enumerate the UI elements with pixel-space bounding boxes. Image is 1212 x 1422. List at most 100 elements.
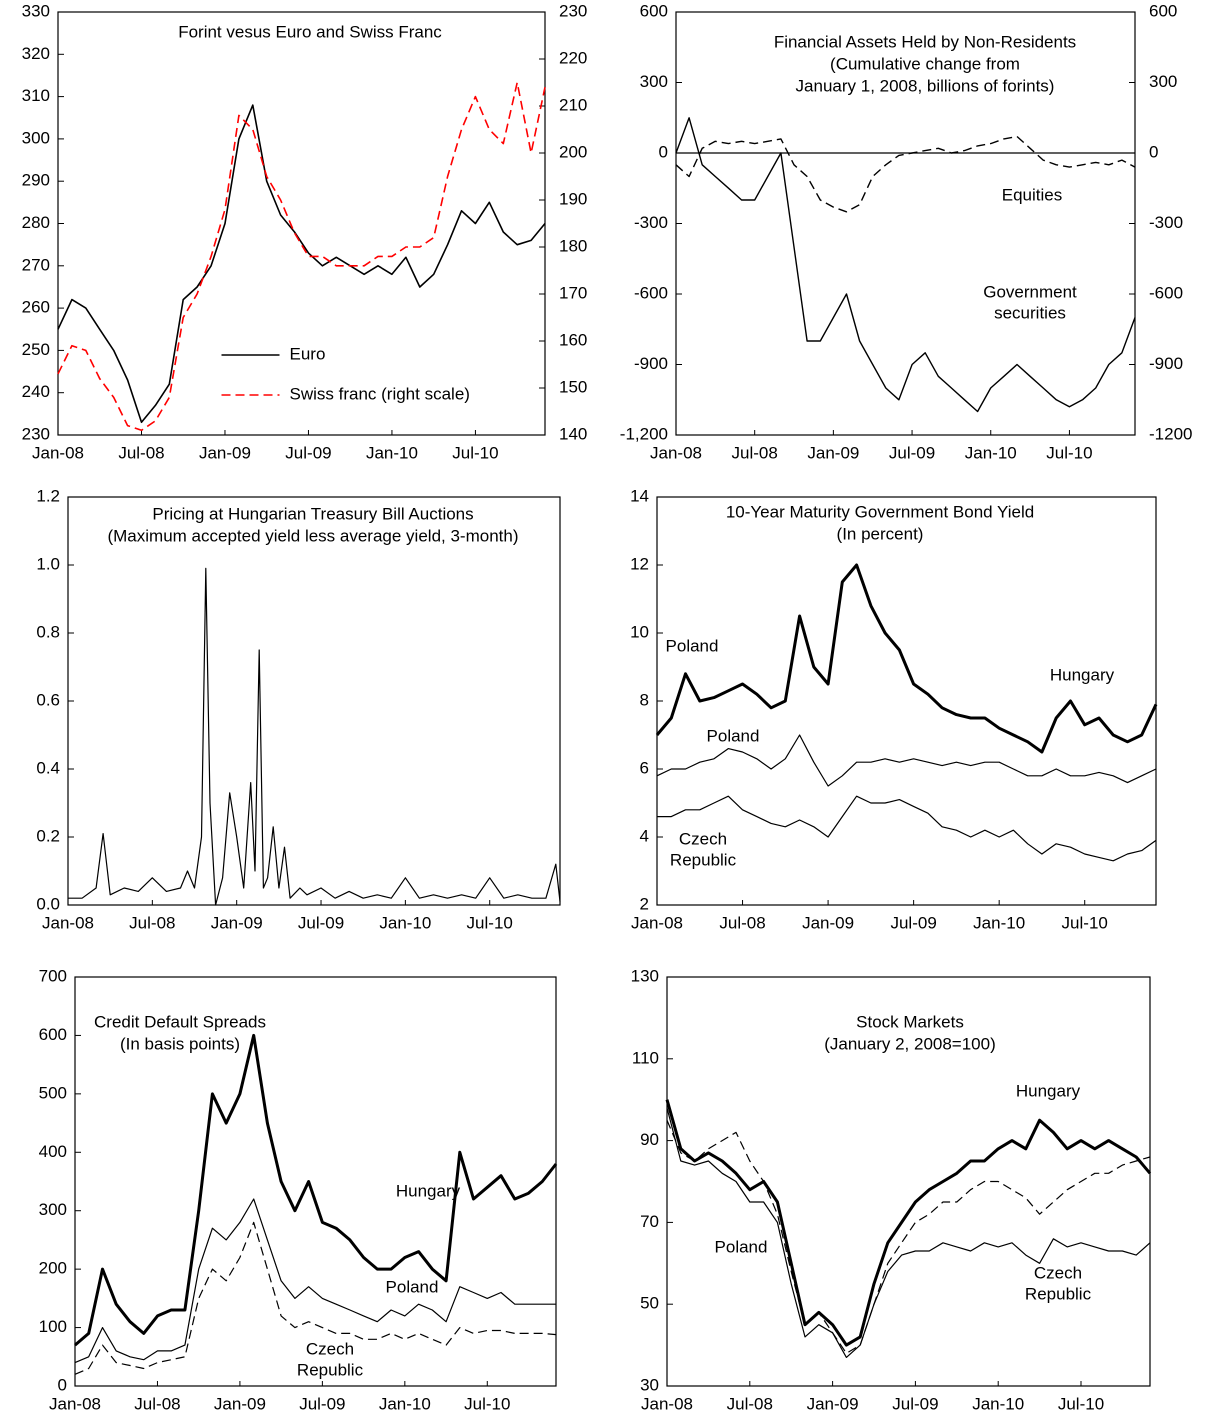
y-tick-label: 90 [640, 1130, 659, 1149]
y-tick-label: 2 [640, 894, 649, 913]
annotation: Poland [707, 726, 760, 745]
x-tick-label: Jul-10 [452, 443, 498, 462]
y-tick-label: 310 [22, 86, 50, 105]
y2-tick-label: 230 [559, 1, 587, 20]
chart-title: Pricing at Hungarian Treasury Bill Aucti… [152, 504, 473, 523]
x-tick-label: Jan-08 [641, 1394, 693, 1413]
y-tick-label: 600 [39, 1025, 67, 1044]
legend-label: Swiss franc (right scale) [290, 384, 470, 403]
x-tick-label: Jul-10 [464, 1394, 510, 1413]
y-tick-label: 6 [640, 758, 649, 777]
x-tick-label: Jul-09 [285, 443, 331, 462]
y2-tick-label: 170 [559, 283, 587, 302]
y-tick-label: 300 [22, 128, 50, 147]
series-line [665, 1099, 1152, 1347]
y-tick-label: 8 [640, 690, 649, 709]
annotation: Hungary [1016, 1081, 1081, 1100]
y-tick-label: 10 [630, 622, 649, 641]
y-tick-label: -1,200 [620, 424, 668, 443]
y2-tick-label: 220 [559, 48, 587, 67]
x-tick-label: Jan-09 [807, 443, 859, 462]
plot-frame [656, 496, 1157, 906]
plot-frame [666, 976, 1151, 1387]
annotation: securities [994, 303, 1066, 322]
y2-tick-label: 200 [559, 142, 587, 161]
x-tick-label: Jan-09 [214, 1394, 266, 1413]
chart-title: Stock Markets [856, 1012, 964, 1031]
x-tick-label: Jul-09 [892, 1394, 938, 1413]
y2-tick-label: 0 [1149, 142, 1158, 161]
x-tick-label: Jul-08 [134, 1394, 180, 1413]
annotation: Government [983, 282, 1077, 301]
chart-subtitle: (Cumulative change from [830, 54, 1020, 73]
annotation: Republic [670, 850, 737, 869]
y-tick-label: 0 [58, 1375, 67, 1394]
series-line [666, 1119, 1151, 1354]
y-tick-label: -300 [634, 213, 668, 232]
y2-tick-label: -600 [1149, 283, 1183, 302]
y-tick-label: 240 [22, 382, 50, 401]
annotation: Czech [679, 829, 727, 848]
series-line [74, 1198, 556, 1364]
y2-tick-label: 190 [559, 189, 587, 208]
y-tick-label: 400 [39, 1142, 67, 1161]
y-tick-label: 230 [22, 424, 50, 443]
x-tick-label: Jul-10 [1046, 443, 1092, 462]
y2-tick-label: 150 [559, 377, 587, 396]
x-tick-label: Jan-10 [366, 443, 418, 462]
x-tick-label: Jul-09 [298, 913, 344, 932]
x-tick-label: Jul-08 [118, 443, 164, 462]
y-tick-label: 270 [22, 255, 50, 274]
x-tick-label: Jan-08 [631, 913, 683, 932]
y-tick-label: 100 [39, 1317, 67, 1336]
y2-tick-label: 210 [559, 95, 587, 114]
x-tick-label: Jul-10 [1058, 1394, 1104, 1413]
y-tick-label: 12 [630, 554, 649, 573]
x-tick-label: Jul-09 [890, 913, 936, 932]
chart-subtitle: (In basis points) [120, 1034, 240, 1053]
y2-tick-label: -300 [1149, 213, 1183, 232]
x-tick-label: Jan-10 [973, 913, 1025, 932]
y-tick-label: -600 [634, 283, 668, 302]
legend-label: Euro [290, 344, 326, 363]
x-tick-label: Jul-08 [719, 913, 765, 932]
annotation: Hungary [396, 1181, 461, 1200]
annotation: Poland [715, 1237, 768, 1256]
y-tick-label: 300 [640, 72, 668, 91]
y-tick-label: 0 [659, 142, 668, 161]
y-tick-label: 0.0 [36, 894, 60, 913]
x-tick-label: Jan-09 [199, 443, 251, 462]
chart-subtitle: (In percent) [837, 524, 924, 543]
series-line [74, 1221, 557, 1375]
y2-tick-label: -1200 [1149, 424, 1192, 443]
plot-frame [67, 496, 561, 906]
y-tick-label: 1.0 [36, 554, 60, 573]
y2-tick-label: 160 [559, 330, 587, 349]
y-tick-label: 260 [22, 298, 50, 317]
y-tick-label: 320 [22, 44, 50, 63]
series-line [675, 135, 1136, 213]
x-tick-label: Jul-09 [889, 443, 935, 462]
y-tick-label: 280 [22, 213, 50, 232]
x-tick-label: Jul-08 [129, 913, 175, 932]
y-tick-label: 330 [22, 1, 50, 20]
y2-tick-label: 140 [559, 424, 587, 443]
y-tick-label: 1.2 [36, 486, 60, 505]
x-tick-label: Jan-10 [965, 443, 1017, 462]
y-tick-label: 4 [640, 826, 649, 845]
y-tick-label: 70 [640, 1212, 659, 1231]
y2-tick-label: 300 [1149, 72, 1177, 91]
x-tick-label: Jan-09 [802, 913, 854, 932]
annotation: Republic [1025, 1284, 1092, 1303]
y-tick-label: 290 [22, 171, 50, 190]
y2-tick-label: 180 [559, 236, 587, 255]
annotation: Czech [1034, 1263, 1082, 1282]
y-tick-label: -900 [634, 354, 668, 373]
chart-subtitle: (January 2, 2008=100) [824, 1034, 996, 1053]
series-line [57, 81, 546, 432]
x-tick-label: Jan-10 [379, 913, 431, 932]
plot-frame [57, 11, 546, 436]
series-line [666, 1107, 1151, 1358]
series-line [657, 795, 1157, 862]
